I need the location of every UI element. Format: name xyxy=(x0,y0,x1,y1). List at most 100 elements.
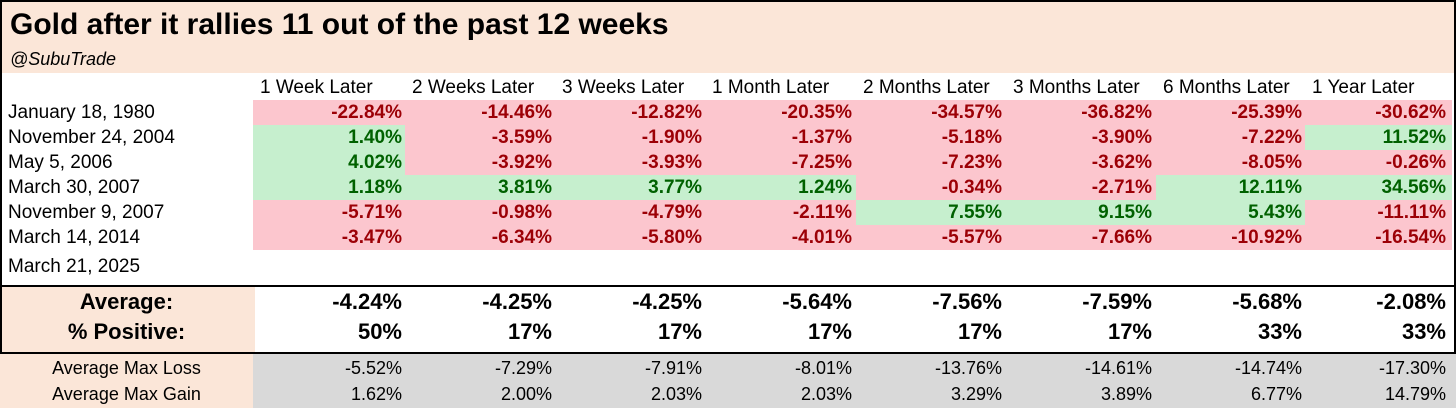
max-stat-value: -17.30% xyxy=(1378,358,1446,378)
return-cell: -4.79% xyxy=(555,200,708,225)
date-column xyxy=(0,73,253,285)
return-cell: -25.39% xyxy=(1156,100,1308,125)
return-cell: 3.77% xyxy=(555,175,708,200)
return-cell: -7.22% xyxy=(1156,125,1308,150)
return-cell: -34.57% xyxy=(856,100,1008,125)
summary-label-band xyxy=(2,287,255,352)
max-stat-label: Average Max Gain xyxy=(52,384,201,404)
return-cell: -8.05% xyxy=(1156,150,1308,175)
return-cell: 1.18% xyxy=(253,175,408,200)
summary-value: -4.24% xyxy=(332,289,402,314)
summary-value: -5.68% xyxy=(1232,289,1302,314)
return-cell: -30.62% xyxy=(1305,100,1452,125)
column-header: 1 Week Later xyxy=(260,77,373,98)
max-stat-value: 2.03% xyxy=(650,384,702,404)
return-cell: 9.15% xyxy=(1006,200,1158,225)
return-cell: -3.47% xyxy=(253,225,408,250)
max-stat-value: 2.00% xyxy=(500,384,552,404)
return-cell: 11.52% xyxy=(1305,125,1452,150)
return-cell: -0.26% xyxy=(1305,150,1452,175)
summary-value: 33% xyxy=(1401,319,1446,344)
max-stats-label-band xyxy=(0,354,253,408)
return-cell: -0.34% xyxy=(856,175,1008,200)
right-border xyxy=(1454,73,1456,285)
return-cell: -14.46% xyxy=(405,100,558,125)
return-cell: -1.37% xyxy=(705,125,858,150)
return-cell: -22.84% xyxy=(253,100,408,125)
return-cell: -3.92% xyxy=(405,150,558,175)
row-date-label: March 30, 2007 xyxy=(8,177,141,198)
column-header: 1 Year Later xyxy=(1312,77,1415,98)
row-date-label: March 21, 2025 xyxy=(8,256,141,277)
author-handle: @SubuTrade xyxy=(10,49,116,69)
max-stat-value: -14.74% xyxy=(1234,358,1302,378)
max-stat-value: 1.62% xyxy=(350,384,402,404)
column-header: 2 Months Later xyxy=(863,77,990,98)
max-stats-value-band xyxy=(253,354,1456,408)
row-date-label: January 18, 1980 xyxy=(8,102,155,123)
summary-value: 17% xyxy=(507,319,552,344)
return-cell: 1.24% xyxy=(705,175,858,200)
return-cell: 4.02% xyxy=(253,150,408,175)
summary-value: -5.64% xyxy=(782,289,852,314)
max-stat-value: 3.89% xyxy=(1100,384,1152,404)
return-cell: -5.80% xyxy=(555,225,708,250)
return-cell: -2.71% xyxy=(1006,175,1158,200)
summary-value: -7.56% xyxy=(932,289,1002,314)
return-cell: -0.98% xyxy=(405,200,558,225)
return-cell: -20.35% xyxy=(705,100,858,125)
return-cell: -7.66% xyxy=(1006,225,1158,250)
row-date-label: November 9, 2007 xyxy=(8,202,165,223)
return-cell: -10.92% xyxy=(1156,225,1308,250)
summary-value: 17% xyxy=(957,319,1002,344)
summary-box xyxy=(0,285,1456,354)
return-cell: -4.01% xyxy=(705,225,858,250)
summary-value: -4.25% xyxy=(632,289,702,314)
return-cell: -2.11% xyxy=(705,200,858,225)
max-stat-value: 6.77% xyxy=(1250,384,1302,404)
max-stat-label: Average Max Loss xyxy=(52,358,201,378)
max-stat-value: -14.61% xyxy=(1084,358,1152,378)
return-cell: -12.82% xyxy=(555,100,708,125)
return-cell: 5.43% xyxy=(1156,200,1308,225)
max-stat-value: -7.91% xyxy=(644,358,702,378)
return-cell: -3.59% xyxy=(405,125,558,150)
return-cell: -3.62% xyxy=(1006,150,1158,175)
return-cell: -11.11% xyxy=(1305,200,1452,225)
summary-value: 17% xyxy=(657,319,702,344)
return-cell: 3.81% xyxy=(405,175,558,200)
summary-value: 33% xyxy=(1257,319,1302,344)
max-stat-value: -5.52% xyxy=(344,358,402,378)
summary-value: -7.59% xyxy=(1082,289,1152,314)
return-cell: -5.57% xyxy=(856,225,1008,250)
column-header: 1 Month Later xyxy=(712,77,830,98)
row-date-label: May 5, 2006 xyxy=(8,152,113,173)
summary-value: 50% xyxy=(357,319,402,344)
summary-value: 17% xyxy=(1107,319,1152,344)
return-cell: -7.25% xyxy=(705,150,858,175)
summary-label: Average: xyxy=(79,289,174,314)
return-cell: -5.71% xyxy=(253,200,408,225)
max-stat-value: 2.03% xyxy=(800,384,852,404)
return-cell: 1.40% xyxy=(253,125,408,150)
return-cell: -3.90% xyxy=(1006,125,1158,150)
return-cell: -6.34% xyxy=(405,225,558,250)
max-stat-value: -13.76% xyxy=(934,358,1002,378)
return-cell: -5.18% xyxy=(856,125,1008,150)
max-stat-value: 3.29% xyxy=(950,384,1002,404)
column-header: 2 Weeks Later xyxy=(412,77,535,98)
row-date-label: March 14, 2014 xyxy=(8,227,141,248)
return-cell: 12.11% xyxy=(1156,175,1308,200)
summary-label: % Positive: xyxy=(67,319,186,344)
max-stat-value: -8.01% xyxy=(794,358,852,378)
return-cell: -36.82% xyxy=(1006,100,1158,125)
row-date-label: November 24, 2004 xyxy=(8,127,175,148)
table-title: Gold after it rallies 11 out of the past… xyxy=(10,8,669,41)
summary-value: -4.25% xyxy=(482,289,552,314)
header-band: Gold after it rallies 11 out of the past… xyxy=(0,0,1456,73)
column-header: 3 Months Later xyxy=(1013,77,1140,98)
return-cell: -7.23% xyxy=(856,150,1008,175)
return-cell: -3.93% xyxy=(555,150,708,175)
column-header: 3 Weeks Later xyxy=(562,77,685,98)
